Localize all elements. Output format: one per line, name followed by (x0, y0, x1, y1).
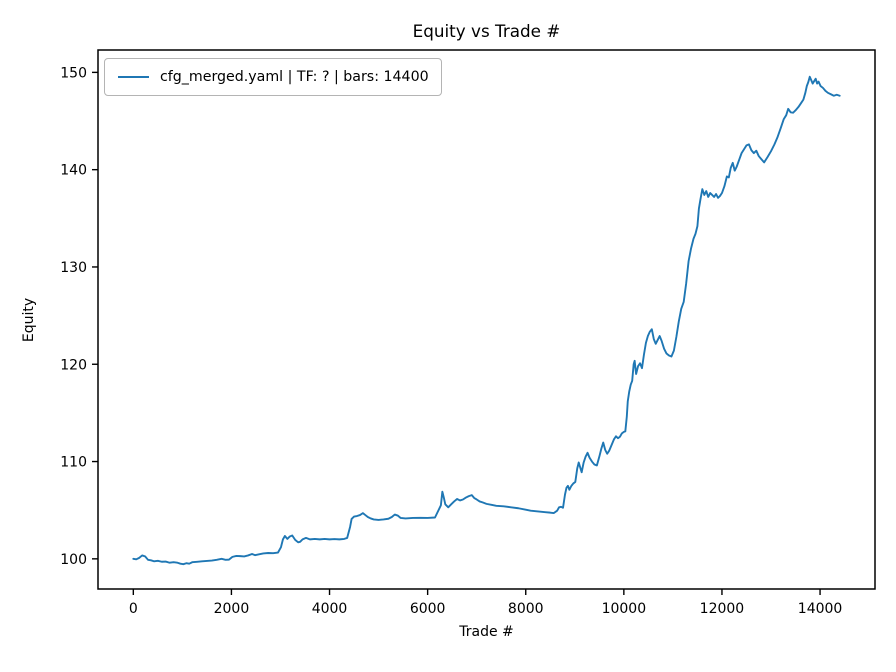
x-tick-label: 12000 (700, 601, 745, 617)
x-tick-label: 8000 (508, 601, 544, 617)
y-axis-label: Equity (21, 297, 37, 343)
x-tick-label: 4000 (312, 601, 348, 617)
x-tick-label: 0 (129, 601, 138, 617)
legend-line-sample (118, 76, 149, 78)
x-tick-label: 10000 (602, 601, 647, 617)
legend-label: cfg_merged.yaml | TF: ? | bars: 14400 (160, 69, 429, 85)
y-tick-label: 130 (60, 260, 87, 276)
chart-title: Equity vs Trade # (412, 21, 561, 41)
x-axis-label: Trade # (459, 624, 514, 640)
y-tick-label: 100 (60, 552, 87, 568)
x-tick-label: 2000 (214, 601, 250, 617)
x-tick-label: 6000 (410, 601, 446, 617)
x-tick-label: 14000 (798, 601, 843, 617)
y-tick-label: 120 (60, 357, 87, 373)
legend: cfg_merged.yaml | TF: ? | bars: 14400 (104, 58, 442, 96)
y-tick-label: 110 (60, 455, 87, 471)
axes-spines (97, 49, 876, 590)
y-tick-label: 150 (60, 65, 87, 81)
y-tick-label: 140 (60, 163, 87, 179)
equity-line (132, 75, 841, 566)
